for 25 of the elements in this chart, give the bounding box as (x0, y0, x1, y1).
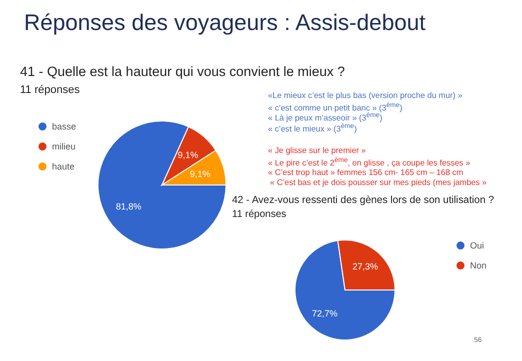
legend-label: Oui (470, 240, 484, 250)
legend-label: milieu (52, 142, 76, 152)
text: « c’est le mieux » (3$^{ème}$) (268, 122, 357, 134)
text: « Je glisse sur le premier » (268, 146, 366, 156)
text: « c’est comme un petit banc » (3$^{ème}$) (268, 102, 402, 112)
text: « Le pire c’est le 2$^{ème}$, on glisse , ça coupe les fesses » (268, 157, 470, 168)
text: « C’est trop haut » femmes 156 cm- 165 cm – 168 cm (268, 168, 464, 177)
text: « C’est bas et je dois pousser sur mes pieds (mes jambes » (270, 178, 487, 188)
data-label: 72,7% (312, 308, 338, 318)
chart-title: 42 - Avez-vous ressenti des gènes lors de son utilisation ? (232, 195, 494, 206)
data-label: 81,8% (116, 201, 142, 212)
legend-label: haute (52, 162, 75, 172)
chart-subtitle: 11 réponses (20, 84, 80, 96)
data-label: 9,1% (178, 150, 198, 160)
legend-label: basse (52, 122, 76, 132)
chart-title: 41 - Quelle est la hauteur qui vous convient le mieux ? (20, 64, 345, 79)
legend-label: Non (470, 260, 487, 270)
data-label: 9,1% (190, 168, 210, 179)
text: «Le mieux c’est le plus bas (version proche du mur) » (268, 91, 462, 100)
chart-subtitle: 11 réponses (232, 209, 286, 220)
pie-slice (98, 120, 226, 250)
pie-slice (294, 240, 396, 340)
text: Réponses des voyageurs : Assis-debout (24, 10, 426, 36)
text: « Là je peux m’asseoir » (3$^{ème}$) (268, 112, 382, 123)
data-label: 27,3% (352, 262, 378, 272)
